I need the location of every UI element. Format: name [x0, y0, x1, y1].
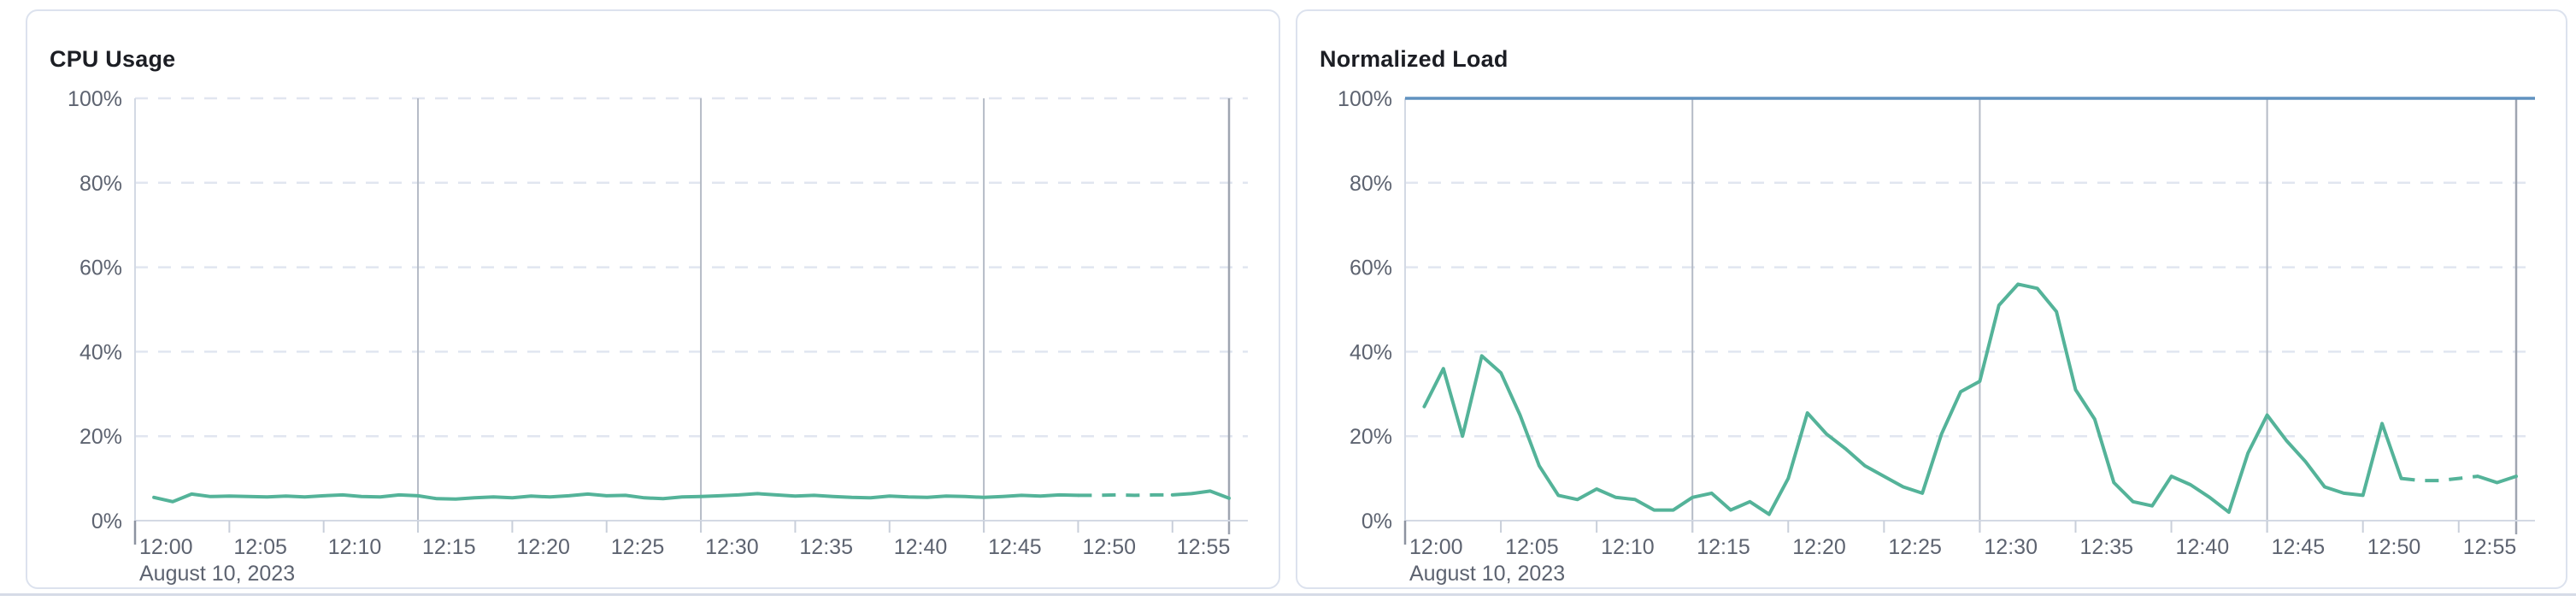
x-axis-date-label: August 10, 2023: [1409, 562, 1565, 586]
y-tick-label: 60%: [1350, 256, 1392, 280]
y-tick-label: 60%: [79, 256, 122, 280]
cpu-usage-chart[interactable]: 0% 20% 40% 60% 80% 100% 12:00 12:05 12:10 12:15 12…: [27, 11, 1279, 587]
y-tick-label: 100%: [1338, 87, 1392, 111]
x-tick-label: 12:40: [894, 535, 948, 559]
y-tick-label: 80%: [79, 172, 122, 196]
x-tick-label: 12:30: [705, 535, 759, 559]
charts-row: CPU Usage 0% 20% 40% 60% 80% 100% 12:00 12:05 12…: [26, 9, 2567, 589]
x-tick-label: 12:05: [233, 535, 287, 559]
axes: 0% 20% 40% 60% 80% 100% 12:00 12:05 12:10 12:15 12…: [68, 87, 1248, 586]
normalized-load-title: Normalized Load: [1320, 46, 1509, 73]
x-tick-label: 12:50: [2367, 535, 2421, 559]
x-tick-label: 12:25: [611, 535, 665, 559]
y-gridlines: [1405, 97, 2535, 533]
series-line: [152, 492, 1080, 504]
page-bottom-divider: [0, 593, 2576, 596]
series-line: [1422, 282, 2403, 516]
x-tick-label: 12:10: [328, 535, 382, 559]
x-tick-label: 12:45: [988, 535, 1042, 559]
x-tick-label: 12:00: [1409, 535, 1463, 559]
x-tick-label: 12:25: [1888, 535, 1942, 559]
x-tick-label: 12:15: [1697, 535, 1750, 559]
axes: 0% 20% 40% 60% 80% 100% 12:00 12:05 12:10 12:15 12…: [1338, 87, 2535, 586]
y-tick-label: 40%: [1350, 340, 1392, 364]
x-tick-label: 12:05: [1505, 535, 1559, 559]
x-tick-label: 12:40: [2176, 535, 2230, 559]
series-line: [2476, 474, 2518, 485]
x-tick-label: 12:15: [422, 535, 476, 559]
x-tick-label: 12:35: [799, 535, 853, 559]
series-line: [2401, 474, 2479, 483]
y-tick-label: 0%: [1362, 510, 1392, 533]
x-tick-label: 12:00: [139, 535, 193, 559]
series-line: [1078, 492, 1173, 498]
x-tick-label: 12:30: [1984, 535, 2038, 559]
x-tick-label: 12:50: [1082, 535, 1136, 559]
x-tick-label: 12:45: [2272, 535, 2326, 559]
x-tick-label: 12:55: [1177, 535, 1231, 559]
cpu-usage-title: CPU Usage: [50, 46, 176, 73]
x-tick-label: 12:20: [1792, 535, 1846, 559]
x-axis-date-label: August 10, 2023: [139, 562, 295, 586]
normalized-load-panel: Normalized Load 0% 20% 40% 60% 80% 100% 12:00 1…: [1296, 9, 2567, 589]
x-tick-label: 12:35: [2079, 535, 2133, 559]
y-tick-label: 20%: [79, 425, 122, 449]
y-gridlines: [135, 97, 1248, 533]
cpu-usage-panel: CPU Usage 0% 20% 40% 60% 80% 100% 12:00 12:05 12…: [26, 9, 1280, 589]
x-tick-label: 12:20: [516, 535, 570, 559]
y-tick-label: 100%: [68, 87, 122, 111]
x-tick-label: 12:55: [2463, 535, 2517, 559]
x-tick-label: 12:10: [1601, 535, 1655, 559]
y-tick-label: 80%: [1350, 172, 1392, 196]
y-tick-label: 40%: [79, 340, 122, 364]
y-tick-label: 0%: [91, 510, 122, 533]
y-tick-label: 20%: [1350, 425, 1392, 449]
series-line: [1170, 489, 1231, 500]
normalized-load-chart[interactable]: 0% 20% 40% 60% 80% 100% 12:00 12:05 12:10 12:15 12…: [1297, 11, 2566, 587]
